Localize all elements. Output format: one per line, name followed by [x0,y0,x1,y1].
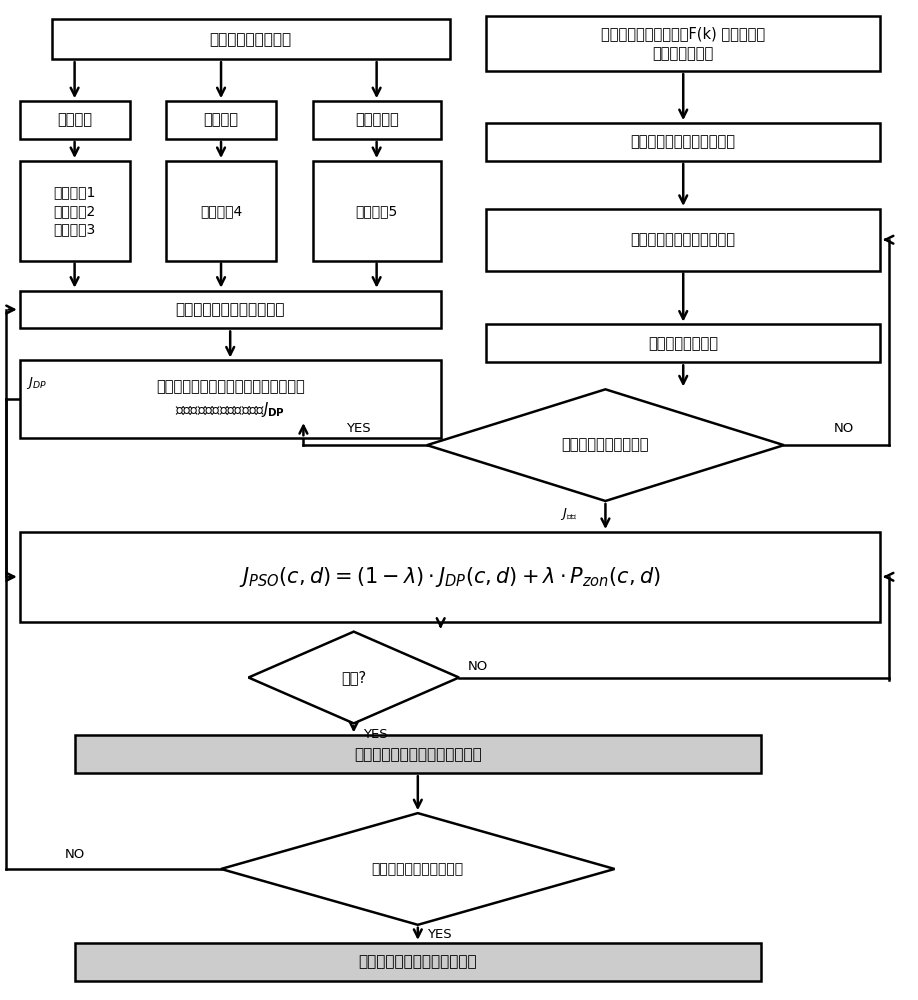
Text: 所有拓扑结构优化完成？: 所有拓扑结构优化完成？ [372,862,464,876]
Text: $J_{PSO}(c,d)=(1-\lambda)\cdot J_{DP}(c,d)+\lambda\cdot P_{zon}(c,d)$: $J_{PSO}(c,d)=(1-\lambda)\cdot J_{DP}(c,… [239,565,661,589]
Text: 转速耦合: 转速耦合 [57,113,92,128]
Text: 满足车辆动力性要求？: 满足车辆动力性要求？ [562,438,649,453]
Text: 输出最优拓扑结构及最优参数: 输出最优拓扑结构及最优参数 [359,954,477,969]
FancyBboxPatch shape [19,101,129,139]
FancyBboxPatch shape [312,101,441,139]
FancyBboxPatch shape [487,123,880,161]
FancyBboxPatch shape [19,532,880,622]
FancyBboxPatch shape [487,209,880,271]
FancyBboxPatch shape [19,291,441,328]
Text: 转矩耦合: 转矩耦合 [204,113,239,128]
Text: 给定可能设计参数: 给定可能设计参数 [648,336,718,351]
FancyBboxPatch shape [487,324,880,362]
Text: YES: YES [363,728,387,741]
Text: NO: NO [834,422,855,435]
Text: YES: YES [427,928,452,941]
Text: $J_{DP}$: $J_{DP}$ [26,375,47,391]
Text: 输出最优设计参数和代价函数值: 输出最优设计参数和代价函数值 [354,747,482,762]
FancyBboxPatch shape [166,161,276,261]
Text: 动态规划算法进行控制策略优化，得到
最优控制策略下的功率损失$J_{\mathbf{DP}}$: 动态规划算法进行控制策略优化，得到 最优控制策略下的功率损失$J_{\mathb… [156,379,305,419]
Text: 拓扑结构1
拓扑结构2
拓扑结构3: 拓扑结构1 拓扑结构2 拓扑结构3 [53,185,95,236]
Text: 参数化、可缩放的效率模型: 参数化、可缩放的效率模型 [175,302,285,317]
Polygon shape [221,813,614,925]
Text: NO: NO [64,848,84,861]
Text: NO: NO [468,660,488,673]
FancyBboxPatch shape [166,101,276,139]
FancyBboxPatch shape [487,16,880,71]
FancyBboxPatch shape [74,943,761,981]
FancyBboxPatch shape [19,360,441,438]
Text: $J_{成本}$: $J_{成本}$ [560,506,578,522]
FancyBboxPatch shape [312,161,441,261]
Text: 粒子初始位置和速度初始化: 粒子初始位置和速度初始化 [631,134,735,149]
Polygon shape [249,632,459,723]
Text: 收敛?: 收敛? [341,670,366,685]
Text: 粒子群粒子速度和位置迭代: 粒子群粒子速度和位置迭代 [631,232,735,247]
Polygon shape [427,389,784,501]
Text: 粒子群算法参数设置：F(k) 变换规则、
粒子最大速度等: 粒子群算法参数设置：F(k) 变换规则、 粒子最大速度等 [601,26,766,61]
FancyBboxPatch shape [74,735,761,773]
Text: 拓扑结构4: 拓扑结构4 [200,204,242,218]
FancyBboxPatch shape [19,161,129,261]
Text: YES: YES [346,422,371,435]
FancyBboxPatch shape [51,19,450,59]
Text: 拓扑结构分析和筛选: 拓扑结构分析和筛选 [209,32,292,47]
Text: 拓扑结构5: 拓扑结构5 [355,204,397,218]
Text: 混合式耦合: 混合式耦合 [354,113,398,128]
